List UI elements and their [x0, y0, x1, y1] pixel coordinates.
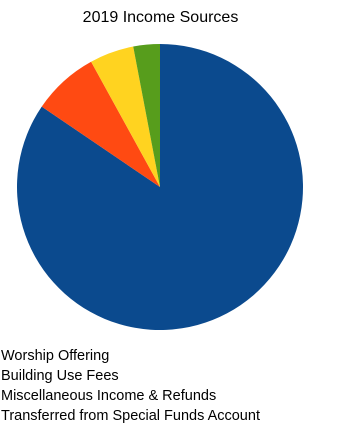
chart-title: 2019 Income Sources — [82, 9, 239, 26]
pie-slice-transferred-from-special-funds-account — [133, 44, 160, 187]
legend-item-transferred-special-funds: Transferred from Special Funds Account — [1, 408, 260, 424]
pie-slice-building-use-fees — [41, 61, 161, 187]
pie-chart — [17, 44, 304, 330]
pie-slice-miscellaneous-income-refunds — [91, 46, 160, 187]
pie-slices — [17, 44, 304, 330]
legend-item-building-use-fees: Building Use Fees — [1, 368, 119, 384]
legend-item-miscellaneous-income: Miscellaneous Income & Refunds — [1, 388, 217, 404]
legend-item-worship-offering: Worship Offering — [1, 348, 110, 364]
pie-slice-worship-offering — [17, 44, 304, 330]
legend: Worship Offering Building Use Fees Misce… — [1, 346, 260, 426]
